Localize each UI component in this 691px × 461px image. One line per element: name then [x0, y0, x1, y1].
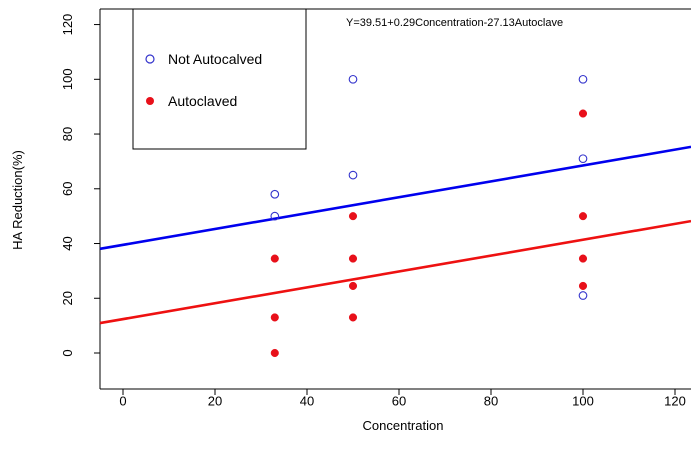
- x-tick-label: 120: [664, 394, 686, 409]
- point-not-autoclaved: [578, 74, 588, 84]
- point-autoclaved: [578, 254, 588, 263]
- point-not-autoclaved: [348, 170, 358, 180]
- point-autoclaved: [348, 254, 358, 263]
- regression-equation: Y=39.51+0.29Concentration-27.13Autoclave: [346, 17, 563, 29]
- point-not-autoclaved: [578, 154, 588, 164]
- point-not-autoclaved: [348, 74, 358, 84]
- x-tick-label: 40: [300, 394, 314, 409]
- y-tick-label: 40: [60, 236, 75, 250]
- x-axis-title: Concentration: [363, 418, 444, 433]
- y-axis: 0 20 40 60 80 100 120: [60, 14, 100, 357]
- y-tick-label: 60: [60, 182, 75, 196]
- point-autoclaved: [348, 313, 358, 322]
- y-tick-label: 80: [60, 127, 75, 141]
- point-autoclaved: [348, 281, 358, 290]
- y-tick-label: 100: [60, 68, 75, 90]
- point-not-autoclaved: [270, 189, 280, 199]
- point-not-autoclaved: [578, 291, 588, 300]
- point-autoclaved: [348, 212, 358, 221]
- y-tick-label: 120: [60, 14, 75, 36]
- x-tick-label: 100: [572, 394, 594, 409]
- point-autoclaved: [578, 109, 588, 118]
- regression-lines: [99, 145, 691, 325]
- y-tick-label: 20: [60, 291, 75, 305]
- legend-box: [132, 8, 307, 150]
- data-points: [270, 74, 588, 358]
- point-autoclaved: [578, 212, 588, 221]
- point-autoclaved: [270, 348, 279, 358]
- legend-label-autoclaved: Autoclaved: [168, 93, 237, 109]
- point-autoclaved: [578, 281, 588, 290]
- x-tick-label: 80: [484, 394, 498, 409]
- legend-marker-autoclaved: [146, 97, 154, 105]
- fit-line-not-autoclaved: [99, 145, 691, 251]
- x-axis: 0 20 40 60 80 100 120: [119, 389, 686, 409]
- x-tick-label: 60: [392, 394, 406, 409]
- point-autoclaved: [270, 254, 279, 263]
- x-tick-label: 0: [119, 394, 126, 409]
- x-tick-label: 20: [208, 394, 222, 409]
- point-not-autoclaved: [270, 211, 280, 221]
- legend-label-not-autoclaved: Not Autocalved: [168, 51, 262, 67]
- legend: Not Autocalved Autoclaved: [132, 8, 307, 150]
- legend-marker-not-autoclaved: [145, 54, 155, 64]
- y-axis-title: HA Reduction(%): [10, 150, 25, 250]
- fit-line-autoclaved: [99, 219, 691, 325]
- point-autoclaved: [270, 313, 279, 322]
- y-tick-label: 0: [60, 349, 75, 356]
